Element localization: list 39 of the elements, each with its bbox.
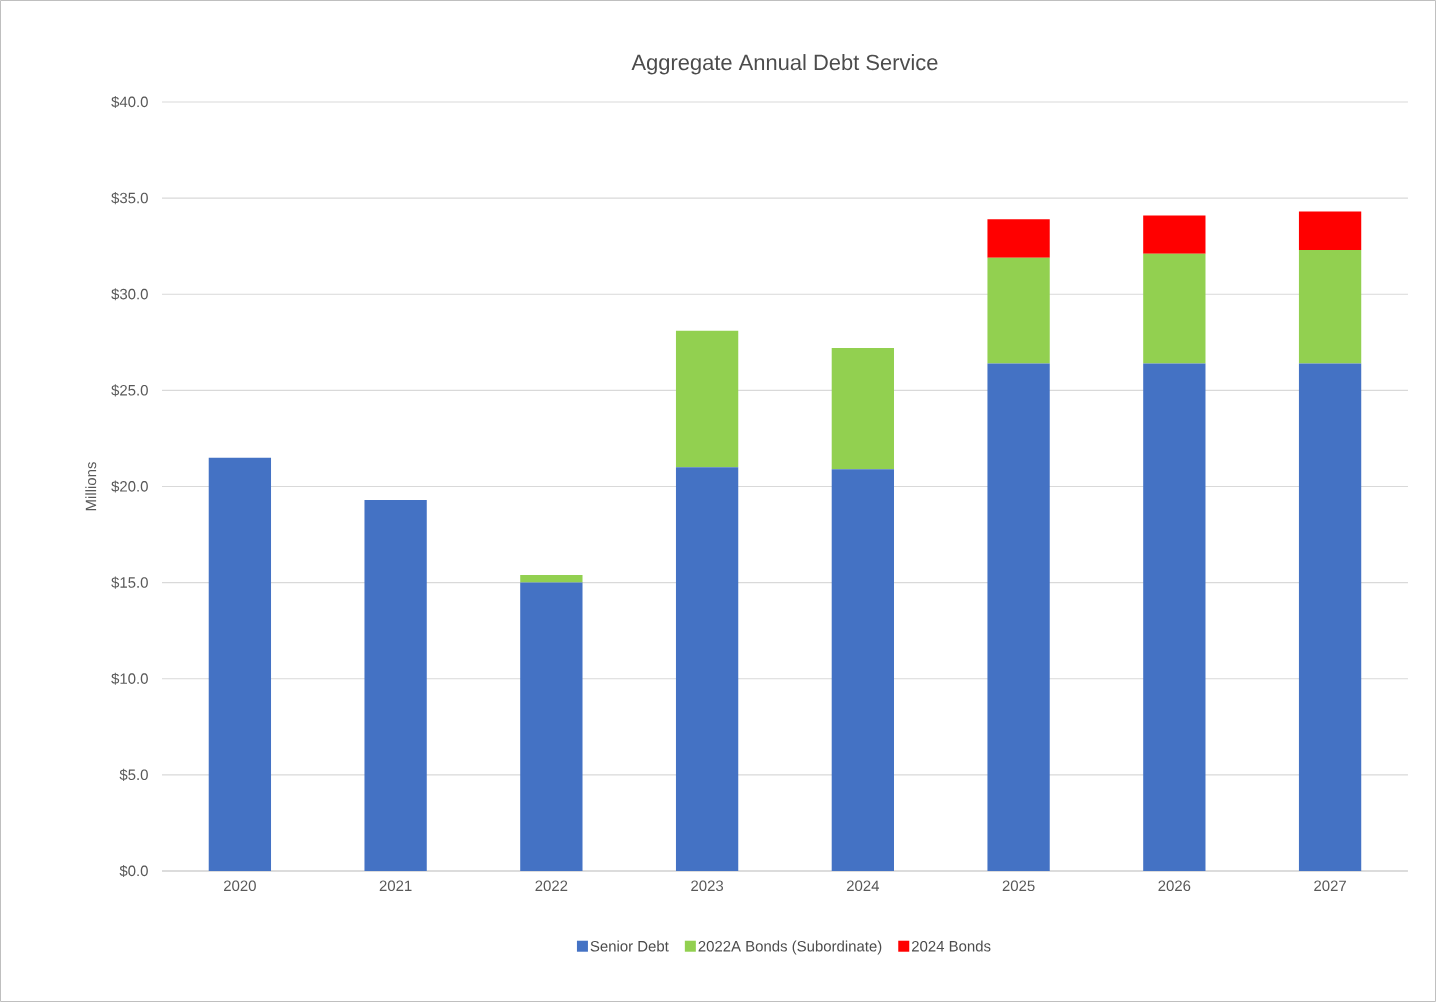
x-tick-label: 2027 [1314, 880, 1346, 892]
legend-label: 2022A Bonds (Subordinate) [698, 940, 882, 955]
y-tick-label: $5.0 [119, 768, 148, 781]
y-tick-label: $40.0 [111, 95, 148, 109]
x-tick-label: 2020 [224, 880, 256, 892]
bar [987, 363, 1050, 871]
bar [831, 469, 894, 871]
bar [1298, 363, 1362, 871]
bar [1143, 215, 1206, 254]
y-tick-label: $10.0 [111, 672, 148, 685]
bar [987, 257, 1050, 364]
x-tick-label: 2025 [1002, 880, 1035, 892]
legend-label: 2024 Bonds [912, 940, 991, 952]
bar [1298, 250, 1362, 364]
bar [675, 330, 739, 468]
x-tick-label: 2023 [691, 880, 724, 892]
y-tick-label: $35.0 [111, 192, 148, 205]
bar [987, 219, 1050, 258]
y-tick-label: $15.0 [111, 576, 148, 589]
bar [1143, 363, 1206, 871]
x-tick-label: 2024 [846, 880, 880, 892]
y-tick-label: $25.0 [111, 384, 148, 397]
bar [520, 582, 583, 871]
x-tick-label: 2022 [535, 880, 568, 892]
x-tick-label: 2026 [1158, 880, 1191, 892]
bar [208, 457, 272, 871]
y-tick-label: $0.0 [119, 864, 148, 878]
bar [1298, 211, 1362, 251]
bar [364, 499, 427, 871]
bar [675, 467, 739, 871]
x-tick-label: 2021 [379, 880, 412, 892]
bar [831, 348, 894, 470]
y-axis-title: Millions [85, 462, 97, 511]
y-tick-label: $20.0 [111, 480, 148, 493]
chart-title: Aggregate Annual Debt Service [631, 54, 938, 75]
legend-label: Senior Debt [590, 940, 669, 952]
y-tick-label: $30.0 [111, 288, 148, 301]
bar [1143, 253, 1206, 364]
bar [520, 574, 583, 583]
